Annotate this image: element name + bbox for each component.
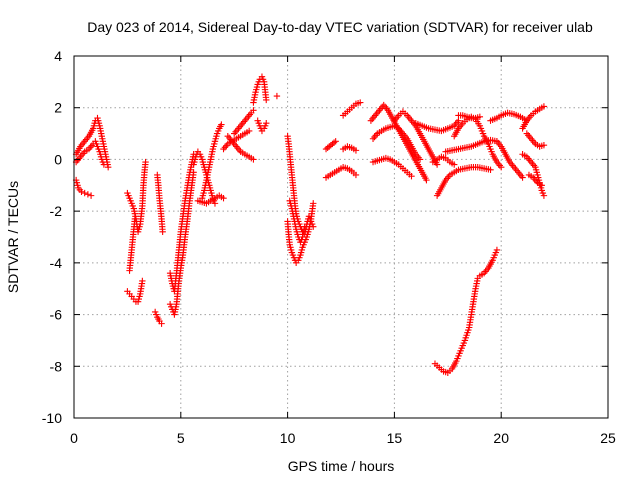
series-arc-4-upper bbox=[154, 171, 166, 236]
series-isolated-9.5 bbox=[273, 92, 281, 100]
data-point bbox=[416, 156, 424, 163]
data-point bbox=[218, 121, 225, 128]
data-point bbox=[250, 107, 257, 114]
y-tick-label: -6 bbox=[50, 307, 63, 323]
series-arc-21-end-mid bbox=[523, 130, 548, 150]
y-tick-label: 2 bbox=[54, 100, 62, 116]
series-arc-14-b bbox=[369, 122, 424, 163]
axis-ticks bbox=[73, 55, 609, 419]
series-arc-2.5-upper bbox=[124, 158, 149, 236]
y-tick-label: -2 bbox=[50, 203, 63, 219]
data-point bbox=[310, 200, 317, 207]
data-point bbox=[220, 195, 227, 202]
x-tick-label: 15 bbox=[387, 430, 403, 446]
data-point bbox=[78, 188, 85, 195]
data-point bbox=[104, 163, 112, 171]
y-tick-label: 4 bbox=[54, 48, 62, 64]
grid-lines bbox=[74, 56, 608, 418]
series-arc-early-top bbox=[72, 114, 112, 171]
data-point bbox=[540, 103, 548, 110]
data-point bbox=[540, 192, 548, 199]
y-tick-label: -10 bbox=[42, 410, 62, 426]
x-tick-label: 5 bbox=[177, 430, 185, 446]
chart-title: Day 023 of 2014, Sidereal Day-to-day VTE… bbox=[87, 19, 593, 35]
data-point bbox=[301, 223, 308, 230]
data-point bbox=[84, 191, 92, 198]
series-arc-16-flat bbox=[412, 117, 462, 135]
series-arc-17-deep bbox=[431, 246, 501, 376]
series-arc-early-mid bbox=[72, 138, 108, 168]
series-arc-10-b bbox=[284, 200, 317, 267]
series-arc-14-c bbox=[369, 154, 415, 180]
data-point bbox=[519, 174, 526, 181]
series-arc-5.8-low bbox=[194, 192, 227, 207]
series-arc-17-b bbox=[429, 153, 458, 168]
plot-frame bbox=[73, 55, 609, 419]
data-point bbox=[423, 176, 430, 184]
series-arc-7.5-upper bbox=[231, 107, 257, 137]
series-arc-12.5-mid bbox=[339, 143, 360, 154]
data-point bbox=[263, 96, 270, 104]
data-point bbox=[263, 120, 270, 127]
data-point bbox=[250, 156, 257, 163]
series-arc-20-drop bbox=[493, 138, 526, 181]
data-point bbox=[540, 142, 548, 149]
series-arc-12-rise bbox=[322, 163, 360, 181]
data-point bbox=[131, 215, 139, 223]
series-arc-21-end bbox=[519, 103, 548, 132]
data-point bbox=[332, 138, 339, 145]
data-point bbox=[87, 192, 95, 199]
series-arc-7-flat bbox=[220, 127, 253, 153]
data-point bbox=[451, 161, 458, 168]
data-point bbox=[352, 171, 360, 179]
x-tick-label: 10 bbox=[280, 430, 296, 446]
x-tick-label: 0 bbox=[70, 430, 78, 446]
y-tick-label: -8 bbox=[50, 358, 63, 374]
data-point bbox=[493, 246, 501, 254]
series-arc-17-rise bbox=[433, 163, 494, 199]
data-point bbox=[498, 163, 505, 171]
series-arc-6-rise bbox=[198, 121, 225, 202]
data-point bbox=[139, 277, 146, 285]
y-tick-labels: -10 -8 -6 -4 -2 0 2 4 bbox=[42, 48, 62, 426]
y-tick-label: -4 bbox=[50, 255, 63, 271]
series-arc-18-b bbox=[455, 112, 484, 122]
series-arc-10-c bbox=[286, 197, 308, 246]
data-point bbox=[352, 147, 360, 154]
series-arc-2.5-lower bbox=[124, 277, 146, 305]
series-arc-19.5 bbox=[487, 109, 531, 124]
data-point bbox=[476, 113, 484, 120]
data-point bbox=[538, 182, 545, 189]
series-arc-4-lower bbox=[151, 308, 165, 327]
data-points bbox=[72, 73, 548, 376]
x-tick-labels: 0 5 10 15 20 25 bbox=[70, 430, 616, 446]
series-arc-early-low bbox=[72, 176, 95, 199]
data-point bbox=[408, 173, 415, 180]
data-point bbox=[159, 228, 166, 236]
x-axis-label: GPS time / hours bbox=[288, 458, 395, 474]
series-arc-8.5 bbox=[250, 73, 270, 106]
data-point bbox=[100, 161, 108, 168]
series-arc-21-low2 bbox=[525, 171, 545, 189]
x-tick-label: 20 bbox=[493, 430, 509, 446]
series-arc-12.6-upper bbox=[339, 99, 364, 119]
data-point bbox=[142, 158, 149, 166]
y-tick-label: 0 bbox=[54, 151, 62, 167]
series-arc-4.5-main bbox=[166, 169, 197, 318]
data-point bbox=[158, 320, 165, 327]
series-arc-7.2-low bbox=[224, 132, 257, 163]
series-arc-2.6-mid bbox=[126, 215, 139, 274]
series-arc-8.6-low bbox=[254, 117, 270, 135]
data-point bbox=[357, 99, 364, 106]
x-tick-label: 25 bbox=[600, 430, 616, 446]
data-point bbox=[273, 92, 281, 100]
series-arc-11.8-mid bbox=[322, 138, 339, 153]
data-point bbox=[81, 189, 88, 197]
data-point bbox=[487, 166, 494, 173]
data-point bbox=[245, 127, 253, 135]
y-axis-label: SDTVAR / TECUs bbox=[5, 181, 21, 293]
